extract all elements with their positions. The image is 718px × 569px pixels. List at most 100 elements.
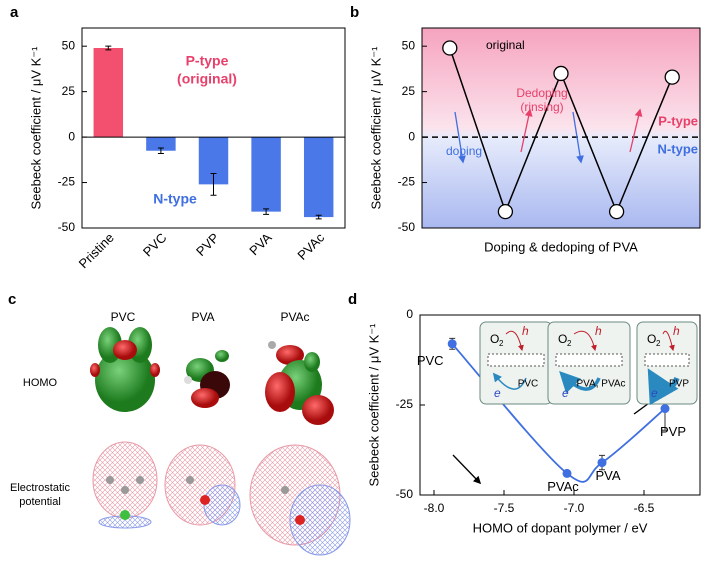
x-tick-label: -6.5 [634, 501, 655, 515]
nanotube [555, 353, 623, 367]
y-tick-label: -50 [58, 220, 76, 234]
plot-frame [419, 314, 701, 496]
point [608, 203, 625, 220]
x-tick-label: PVC [140, 230, 170, 260]
y-axis-label: Seebeck coefficient / μV K⁻¹ [28, 46, 43, 210]
y-tick-label: 50 [402, 38, 416, 52]
annotation: P-type [186, 53, 229, 69]
hole-arrow [505, 330, 524, 352]
background [422, 28, 700, 228]
y-tick-label: 25 [62, 84, 76, 98]
arrow [520, 108, 533, 153]
annotation: N-type [153, 191, 197, 207]
error-bar [105, 45, 112, 51]
inset-o2-sub: 2 [499, 339, 504, 348]
point-label: PVC [417, 353, 444, 368]
hole-arrow [662, 330, 675, 352]
inset-o2: O [647, 332, 656, 346]
row-label: HOMO [23, 377, 58, 389]
point [497, 203, 514, 220]
bar [303, 137, 334, 218]
nanotube [487, 353, 545, 367]
point [664, 69, 680, 85]
plot-frame [421, 27, 701, 229]
annotation: (original) [177, 71, 237, 87]
y-tick-label: 0 [68, 129, 75, 143]
point [562, 468, 572, 478]
inset-h: h [522, 324, 529, 338]
arrow [452, 454, 482, 485]
y-tick-label: 25 [402, 84, 416, 98]
panel: d Seebeck coefficient / μV K⁻¹ HOMO of dop… [348, 291, 701, 535]
point-label: PVAc [547, 479, 579, 494]
hole-arrow [573, 330, 597, 352]
column-label: PVA [191, 310, 214, 324]
panel-label: a [10, 4, 19, 21]
inset-o2-sub: 2 [567, 339, 572, 348]
x-tick-label: PVAc [294, 230, 327, 263]
panel-label: b [350, 4, 359, 21]
inset-h: h [673, 324, 680, 338]
electron-arrow [492, 372, 527, 390]
y-tick-label: -25 [396, 397, 414, 411]
annotation: original [486, 38, 525, 52]
inset-label: PVP [669, 379, 689, 390]
y-tick-label: 50 [62, 38, 76, 52]
y-tick-label: 0 [408, 129, 415, 143]
inset-e: e [562, 386, 569, 400]
error-bar [263, 208, 270, 215]
panel: b Seebeck coefficient / μV K⁻¹ Doping & de… [350, 4, 701, 254]
bar [93, 48, 124, 138]
annotation: P-type [658, 113, 698, 128]
point-label: PVP [660, 424, 686, 439]
column-label: PVC [111, 310, 136, 324]
electron-arrow [647, 368, 680, 406]
arrow [572, 111, 584, 164]
point [442, 40, 458, 56]
inset-o2: O [558, 332, 567, 346]
point [660, 404, 670, 414]
y-tick-label: -25 [398, 175, 416, 189]
error-bar [210, 172, 217, 196]
annotation: (rinsing) [520, 100, 563, 114]
arrow [454, 111, 466, 164]
bar [146, 137, 176, 151]
y-tick-label: -50 [396, 487, 414, 501]
x-tick-label: -7.0 [564, 501, 585, 515]
panel-label: d [348, 291, 357, 308]
x-tick-label: -7.5 [494, 501, 515, 515]
inset-o2: O [490, 332, 499, 346]
y-tick-label: -25 [58, 175, 76, 189]
inset-e: e [494, 386, 501, 400]
annotation: Dedoping [516, 86, 567, 100]
panel: a Seebeck coefficient / μV K⁻¹ -50 -25 0 25 50… [10, 4, 346, 271]
y-axis-label: Seebeck coefficient / μV K⁻¹ [366, 323, 381, 487]
bar [251, 137, 281, 212]
inset-label: PVA, PVAc [576, 379, 625, 390]
nanotube [644, 353, 690, 367]
column-label: PVAc [280, 310, 309, 324]
molecule-art [90, 327, 351, 556]
y-axis-label: Seebeck coefficient / μV K⁻¹ [368, 46, 383, 210]
electron-arrow [559, 370, 601, 394]
arrow [629, 108, 643, 153]
error-bar [157, 147, 164, 154]
point [553, 65, 569, 82]
x-tick-label: PVA [246, 230, 275, 259]
inset-e: e [651, 386, 658, 400]
annotation: doping [446, 144, 482, 158]
point [597, 458, 607, 468]
panel-label: c [8, 291, 16, 308]
x-tick-label: -8.0 [424, 501, 445, 515]
annotation: N-type [658, 141, 698, 156]
row-label: Electrostatic [10, 482, 70, 494]
y-tick-label: 0 [406, 307, 413, 321]
point [447, 339, 457, 349]
inset-h: h [595, 324, 602, 338]
plot-frame [81, 27, 346, 229]
x-axis-label: HOMO of dopant polymer / eV [473, 520, 648, 535]
error-bar [315, 214, 322, 220]
x-tick-label: Pristine [76, 230, 117, 271]
point-label: PVA [595, 468, 620, 483]
